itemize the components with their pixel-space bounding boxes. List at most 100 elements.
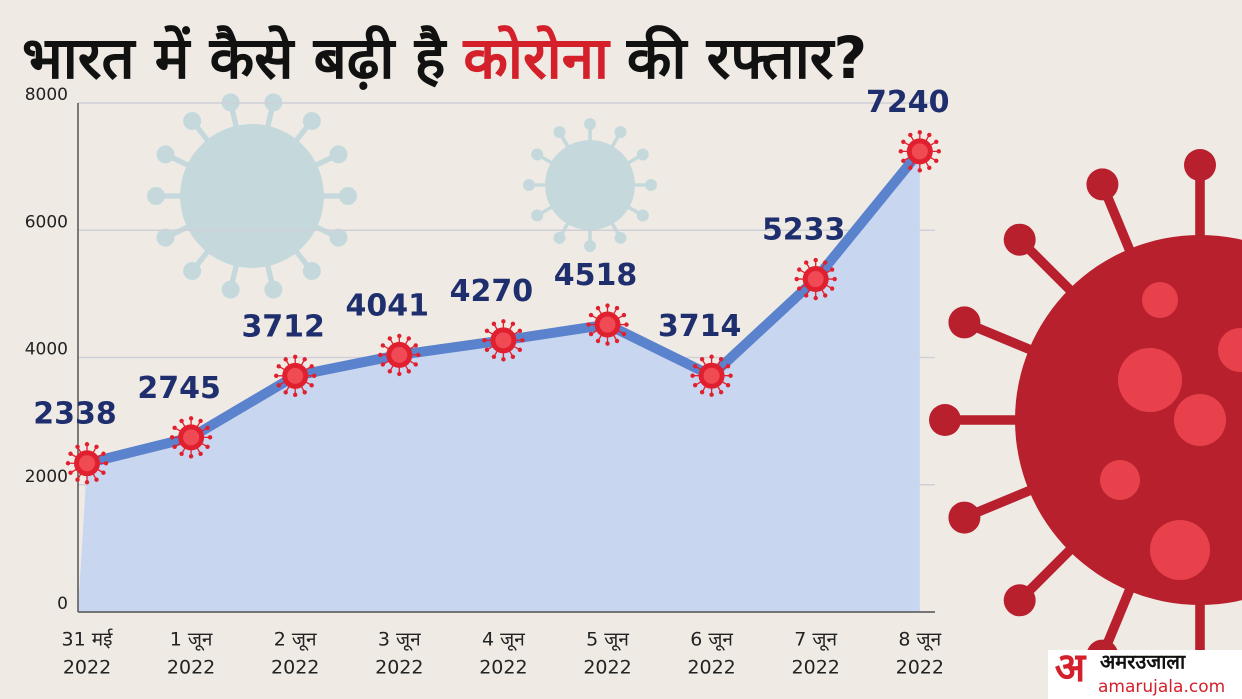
virus-knob bbox=[553, 126, 566, 139]
logo-mark: अ bbox=[1055, 645, 1087, 691]
virus-knob bbox=[283, 357, 288, 362]
virus-knob bbox=[416, 352, 421, 358]
virus-knob bbox=[901, 139, 906, 145]
virus-knob bbox=[413, 343, 418, 348]
virus-knob bbox=[283, 390, 288, 395]
virus-knob bbox=[312, 373, 317, 379]
virus-knob bbox=[614, 126, 627, 139]
virus-knob bbox=[829, 267, 835, 272]
x-tick-label: 2022 bbox=[167, 657, 215, 679]
virus-knob bbox=[103, 461, 109, 466]
y-tick-label: 6000 bbox=[25, 212, 68, 232]
virus-knob bbox=[927, 132, 932, 138]
marker-core bbox=[183, 429, 200, 446]
plot: 0 2000 4000 6000 8000 2338 31 मई 2022 2745 1 जून 2… bbox=[25, 85, 950, 679]
virus-knob bbox=[917, 130, 922, 135]
virus-knob bbox=[276, 364, 281, 369]
virus-knob bbox=[156, 228, 175, 247]
virus-knob bbox=[797, 267, 802, 272]
virus-knob bbox=[380, 362, 386, 367]
virus-knob bbox=[264, 280, 283, 299]
virus-knob bbox=[586, 322, 591, 327]
virus-knob bbox=[198, 418, 203, 424]
virus-knob bbox=[68, 451, 73, 456]
virus-knob bbox=[936, 149, 941, 154]
virus-knob bbox=[692, 363, 698, 369]
virus-knob bbox=[101, 470, 106, 475]
x-tick-label: 5 जून bbox=[586, 629, 629, 652]
value-label: 4518 bbox=[554, 258, 638, 293]
virus-knob bbox=[1003, 584, 1036, 617]
virus-knob bbox=[205, 444, 210, 450]
x-tick-label: 3 जून bbox=[378, 629, 421, 652]
virus-knob bbox=[725, 363, 731, 369]
marker-core bbox=[807, 271, 824, 288]
virus-knob bbox=[84, 442, 90, 447]
x-tick-label: 2022 bbox=[63, 657, 111, 679]
virus-knob bbox=[699, 389, 705, 395]
virus-knob bbox=[188, 454, 194, 459]
virus-knob bbox=[387, 369, 392, 374]
virus-knob bbox=[728, 373, 733, 378]
virus-knob bbox=[794, 276, 799, 282]
virus-knob bbox=[1003, 223, 1036, 256]
value-label: 2745 bbox=[137, 371, 221, 406]
virus-knob bbox=[75, 444, 80, 449]
virus-knob bbox=[517, 328, 523, 334]
x-tick-label: 6 जून bbox=[690, 629, 733, 652]
chart-title: भारत में कैसे बढ़ी है कोरोना की रफ्तार? bbox=[22, 24, 867, 92]
virus-knob bbox=[101, 451, 106, 456]
virus-knob bbox=[329, 145, 348, 164]
y-tick-label: 2000 bbox=[25, 467, 68, 487]
virus-knob bbox=[339, 187, 357, 205]
virus-spot bbox=[1100, 460, 1140, 500]
virus-knob bbox=[832, 276, 837, 282]
virus-knob bbox=[898, 149, 903, 154]
virus-knob bbox=[147, 187, 165, 205]
y-tick-label: 4000 bbox=[25, 340, 68, 360]
virus-knob bbox=[605, 341, 610, 346]
virus-knob bbox=[169, 435, 175, 440]
value-label: 2338 bbox=[33, 397, 117, 432]
virus-knob bbox=[624, 322, 629, 327]
virus-knob bbox=[595, 305, 601, 311]
virus-knob bbox=[302, 390, 307, 395]
value-label: 4041 bbox=[346, 288, 430, 323]
x-tick-label: 8 जून bbox=[898, 629, 941, 652]
virus-knob bbox=[927, 165, 932, 171]
virus-knob bbox=[183, 262, 202, 281]
virus-knob bbox=[614, 305, 620, 311]
virus-knob bbox=[584, 118, 596, 130]
x-tick-label: 2022 bbox=[583, 657, 631, 679]
marker-core bbox=[911, 143, 928, 160]
virus-body bbox=[180, 124, 324, 268]
virus-knob bbox=[94, 477, 99, 482]
marker bbox=[65, 442, 109, 485]
virus-spot bbox=[1118, 348, 1182, 412]
virus-knob bbox=[934, 158, 939, 164]
x-tick-label: 31 मई bbox=[62, 628, 114, 651]
marker bbox=[482, 319, 525, 362]
virus-knob bbox=[804, 260, 809, 265]
virus-knob bbox=[406, 369, 411, 374]
x-tick-label: 2022 bbox=[479, 657, 527, 679]
marker bbox=[378, 333, 421, 377]
title-part: भारत में कैसे बढ़ी है bbox=[22, 24, 448, 92]
title-part: की रफ्तार? bbox=[626, 24, 867, 92]
x-tick-label: 2 जून bbox=[274, 629, 317, 652]
virus-body bbox=[1015, 235, 1242, 605]
virus-knob bbox=[94, 444, 99, 449]
virus-knob bbox=[207, 435, 213, 440]
virus-knob bbox=[584, 240, 596, 252]
virus-knob bbox=[183, 111, 202, 130]
x-tick-label: 2022 bbox=[896, 657, 944, 679]
value-label: 3714 bbox=[658, 309, 742, 344]
virus-knob bbox=[709, 354, 714, 359]
virus-spot bbox=[1174, 394, 1226, 446]
virus-knob bbox=[1086, 168, 1119, 201]
virus-knob bbox=[205, 425, 210, 431]
virus-body bbox=[545, 140, 635, 230]
virus-knob bbox=[510, 354, 516, 359]
virus-knob bbox=[725, 382, 731, 388]
virus-knob bbox=[156, 145, 175, 164]
